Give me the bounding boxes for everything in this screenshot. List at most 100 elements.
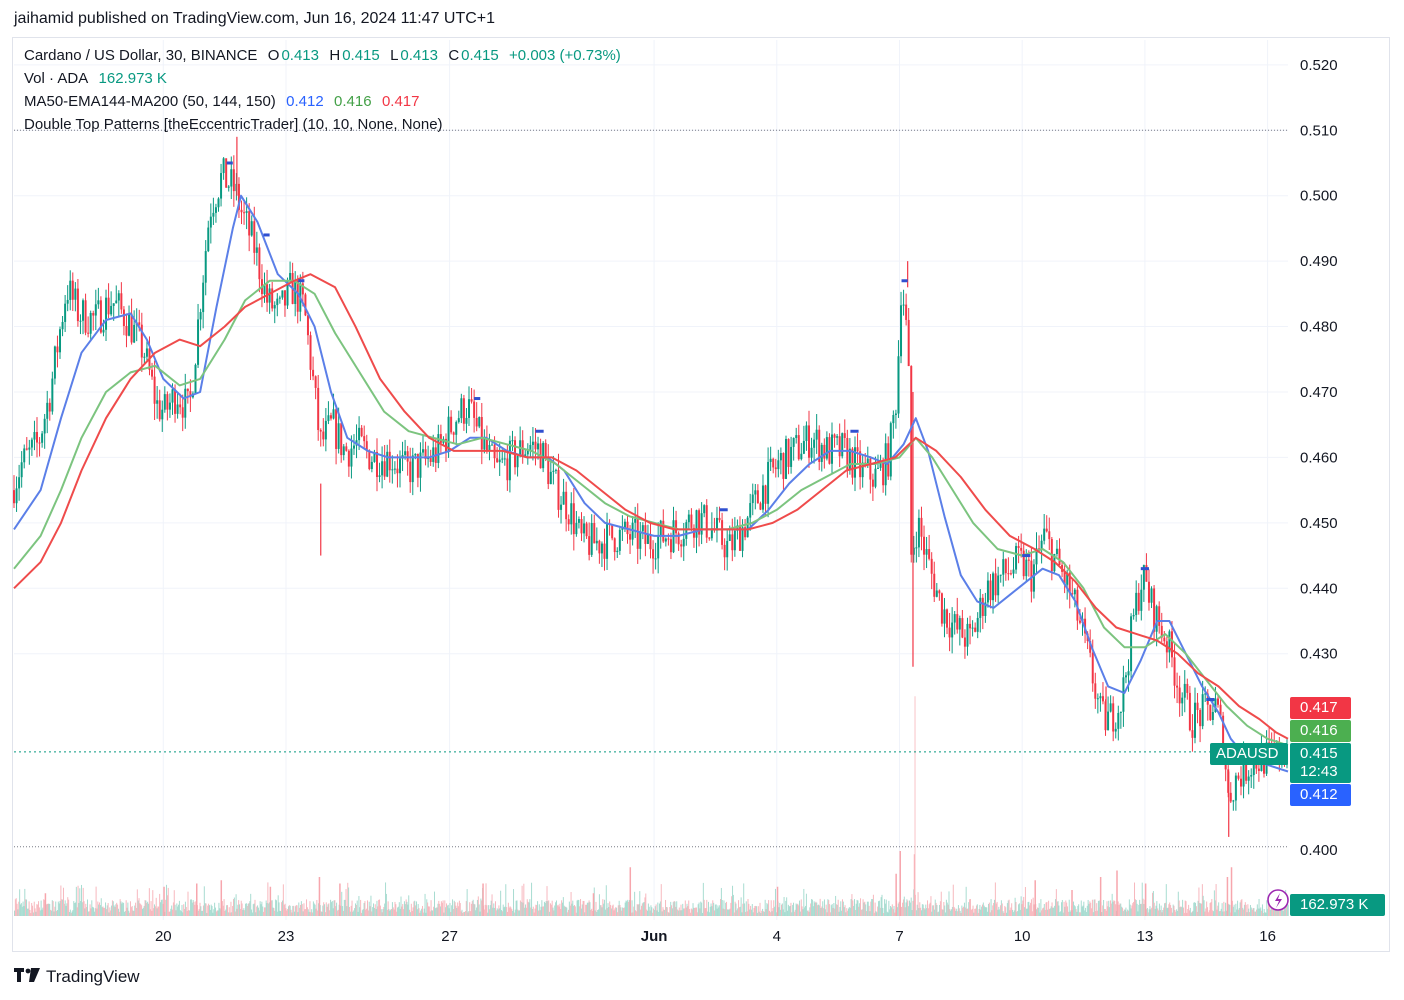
volume-bar xyxy=(873,912,875,916)
volume-bar xyxy=(708,912,710,916)
volume-bar xyxy=(693,907,695,916)
volume-bar xyxy=(927,908,929,916)
volume-bar xyxy=(604,909,606,916)
volume-bar xyxy=(431,910,433,916)
candle-body xyxy=(128,313,131,336)
volume-bar xyxy=(390,909,392,916)
volume-bar xyxy=(744,903,746,916)
candle-body xyxy=(82,300,85,321)
candle-body xyxy=(549,471,552,485)
pattern-legend[interactable]: Double Top Patterns [theEccentricTrader]… xyxy=(24,116,445,133)
volume-bar xyxy=(456,907,458,916)
y-tick-label: 0.490 xyxy=(1300,253,1338,270)
brand[interactable]: TradingView xyxy=(14,966,140,987)
candle-body xyxy=(92,312,95,316)
y-tick-label: 0.430 xyxy=(1300,646,1338,663)
candle-body xyxy=(145,348,148,357)
candle-body xyxy=(130,313,133,343)
volume-bar xyxy=(294,911,296,916)
candle-body xyxy=(99,300,102,333)
volume-bar xyxy=(725,902,727,916)
volume-bar xyxy=(1056,901,1058,916)
volume-bar xyxy=(281,900,283,916)
candle-body xyxy=(938,590,941,594)
candle-body xyxy=(1216,698,1219,705)
volume-bar xyxy=(707,911,709,916)
volume-bar xyxy=(1030,899,1032,916)
candle-body xyxy=(1004,559,1007,574)
volume-bar xyxy=(15,898,17,916)
candle-body xyxy=(1101,696,1104,702)
volume-bar xyxy=(395,904,397,916)
volume-bar xyxy=(798,905,800,916)
candle-body xyxy=(460,398,463,419)
volume-bar xyxy=(140,904,142,916)
volume-bar xyxy=(592,910,594,916)
volume-bar xyxy=(166,895,168,916)
volume-bar xyxy=(254,899,256,916)
volume-bar xyxy=(543,906,545,916)
volume-bar xyxy=(994,899,996,916)
volume-bar xyxy=(184,901,186,916)
volume-bar xyxy=(222,905,224,916)
candle-body xyxy=(1094,683,1097,699)
candle-body xyxy=(848,448,851,471)
volume-bar xyxy=(354,908,356,916)
volume-bar xyxy=(912,900,914,916)
candle-body xyxy=(843,433,846,438)
volume-bar xyxy=(1225,902,1227,916)
volume-bar xyxy=(979,904,981,916)
volume-bar xyxy=(921,904,923,916)
volume-bar xyxy=(74,902,76,916)
candle-body xyxy=(544,442,547,457)
volume-bar xyxy=(95,886,97,916)
volume-bar xyxy=(93,911,95,916)
volume-bar xyxy=(655,904,657,916)
candle-body xyxy=(294,280,297,304)
ema144-value: 0.416 xyxy=(334,93,372,110)
volume-bar xyxy=(496,908,498,916)
volume-bar xyxy=(130,907,132,916)
symbol-legend[interactable]: Cardano / US Dollar, 30, BINANCE O 0.413 … xyxy=(24,47,623,64)
volume-bar xyxy=(847,908,849,916)
volume-bar xyxy=(937,912,939,916)
volume-bar xyxy=(945,912,947,916)
volume-bar xyxy=(1210,902,1212,916)
candle-body xyxy=(1240,778,1242,787)
volume-bar xyxy=(388,909,390,916)
volume-bar xyxy=(1214,900,1216,916)
volume-bar xyxy=(726,901,728,916)
y-tick-label: 0.470 xyxy=(1300,384,1338,401)
volume-bar xyxy=(428,906,430,916)
volume-bar xyxy=(17,909,19,916)
candle-body xyxy=(71,280,74,300)
candle-body xyxy=(974,627,977,632)
ma-legend[interactable]: MA50-EMA144-MA200 (50, 144, 150) 0.412 0… xyxy=(24,93,421,110)
candle-body xyxy=(754,490,757,495)
volume-bar xyxy=(848,907,850,916)
volume-bar xyxy=(321,911,323,916)
volume-bar xyxy=(1237,909,1239,916)
alert-bolt-icon[interactable] xyxy=(1267,889,1289,911)
volume-bar xyxy=(360,912,362,916)
volume-bar xyxy=(189,910,191,916)
volume-bar xyxy=(1236,909,1238,916)
volume-bar xyxy=(335,906,337,916)
candle-body xyxy=(158,400,161,420)
candle-body xyxy=(207,227,210,252)
volume-bar xyxy=(803,888,805,916)
candle-body xyxy=(1035,548,1038,565)
candle-body xyxy=(792,437,795,447)
candle-body xyxy=(1142,565,1145,590)
volume-legend[interactable]: Vol · ADA 162.973 K xyxy=(24,70,169,87)
volume-bar xyxy=(492,907,494,916)
volume-bar xyxy=(1060,902,1062,916)
candle-body xyxy=(498,459,501,463)
volume-bar xyxy=(213,909,215,916)
chart-frame[interactable] xyxy=(12,37,1390,952)
volume-bar xyxy=(515,900,517,916)
volume-bar xyxy=(1049,908,1051,916)
volume-bar xyxy=(397,907,399,916)
volume-bar xyxy=(494,907,496,916)
